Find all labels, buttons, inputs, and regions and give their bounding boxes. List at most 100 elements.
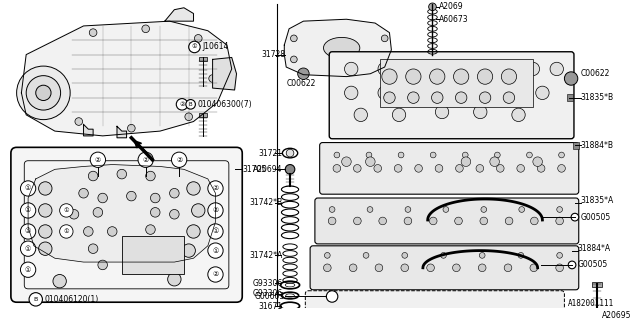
Circle shape [495, 152, 500, 158]
Circle shape [367, 207, 373, 212]
Circle shape [518, 252, 524, 258]
Circle shape [379, 217, 387, 225]
Circle shape [517, 164, 525, 172]
Circle shape [172, 152, 187, 167]
Text: ②: ② [176, 157, 182, 163]
Circle shape [477, 69, 493, 84]
Text: ①: ① [63, 229, 69, 234]
Bar [573, 142, 579, 149]
Text: J10614: J10614 [202, 43, 228, 52]
Circle shape [165, 257, 174, 267]
Circle shape [38, 182, 52, 195]
Circle shape [90, 152, 106, 167]
Text: ①: ① [212, 228, 219, 235]
Circle shape [421, 91, 435, 104]
Text: A2069: A2069 [439, 2, 464, 11]
FancyBboxPatch shape [319, 143, 579, 194]
Polygon shape [28, 164, 216, 262]
Text: A60673: A60673 [439, 15, 468, 24]
Circle shape [430, 152, 436, 158]
Text: 31705: 31705 [242, 165, 266, 174]
Circle shape [538, 164, 545, 172]
Circle shape [427, 264, 435, 272]
Circle shape [189, 41, 200, 53]
Circle shape [456, 92, 467, 103]
Circle shape [285, 164, 295, 174]
Circle shape [440, 252, 446, 258]
Bar [592, 282, 602, 287]
Text: ①: ① [25, 267, 31, 273]
Circle shape [392, 108, 406, 122]
Circle shape [480, 217, 488, 225]
Text: C00622: C00622 [287, 79, 316, 88]
FancyBboxPatch shape [305, 291, 564, 320]
Text: ①: ① [25, 207, 31, 213]
Circle shape [53, 275, 67, 288]
Circle shape [571, 213, 579, 221]
Circle shape [291, 35, 297, 42]
Circle shape [429, 217, 437, 225]
Circle shape [334, 152, 340, 158]
Text: 31835*A: 31835*A [580, 196, 614, 205]
Circle shape [286, 149, 294, 157]
Text: 31742*B: 31742*B [249, 198, 282, 207]
Text: G00505: G00505 [578, 260, 608, 269]
Circle shape [142, 25, 150, 33]
Circle shape [479, 252, 485, 258]
Bar [199, 113, 207, 117]
Bar [380, 60, 533, 107]
Text: ①: ① [212, 248, 219, 253]
FancyBboxPatch shape [329, 52, 574, 139]
Bar [567, 94, 573, 101]
Circle shape [20, 203, 36, 218]
Polygon shape [21, 21, 232, 136]
Text: 31671: 31671 [259, 301, 282, 310]
Circle shape [402, 252, 408, 258]
Circle shape [454, 217, 462, 225]
Polygon shape [117, 126, 127, 138]
Circle shape [93, 208, 102, 217]
Circle shape [20, 241, 36, 256]
Polygon shape [165, 8, 193, 21]
Text: A182001111: A182001111 [568, 299, 614, 308]
Text: 31728: 31728 [261, 50, 285, 59]
Text: ①: ① [191, 44, 197, 50]
Circle shape [342, 157, 351, 166]
Text: 010406120(1): 010406120(1) [44, 295, 99, 304]
Circle shape [408, 92, 419, 103]
Circle shape [515, 309, 532, 320]
Circle shape [474, 105, 487, 119]
Circle shape [527, 152, 532, 158]
Circle shape [117, 169, 127, 179]
Circle shape [187, 225, 200, 238]
Circle shape [20, 224, 36, 239]
Circle shape [454, 69, 469, 84]
Circle shape [84, 227, 93, 236]
Circle shape [323, 309, 340, 320]
Circle shape [170, 188, 179, 198]
Circle shape [365, 157, 375, 166]
Circle shape [326, 291, 338, 302]
Circle shape [435, 164, 443, 172]
Circle shape [17, 66, 70, 120]
Circle shape [138, 152, 154, 167]
Circle shape [401, 264, 408, 272]
Circle shape [75, 118, 83, 125]
Circle shape [298, 68, 309, 79]
Circle shape [381, 35, 388, 42]
Circle shape [156, 244, 165, 253]
Text: 31742*A: 31742*A [249, 251, 282, 260]
Circle shape [460, 91, 472, 104]
Circle shape [443, 207, 449, 212]
Circle shape [108, 227, 117, 236]
Circle shape [349, 264, 357, 272]
Circle shape [412, 62, 425, 76]
Circle shape [568, 261, 576, 269]
Circle shape [323, 264, 331, 272]
Circle shape [404, 217, 412, 225]
Circle shape [136, 263, 146, 273]
Circle shape [381, 56, 388, 63]
Circle shape [564, 72, 578, 85]
Circle shape [90, 29, 97, 36]
Circle shape [435, 105, 449, 119]
